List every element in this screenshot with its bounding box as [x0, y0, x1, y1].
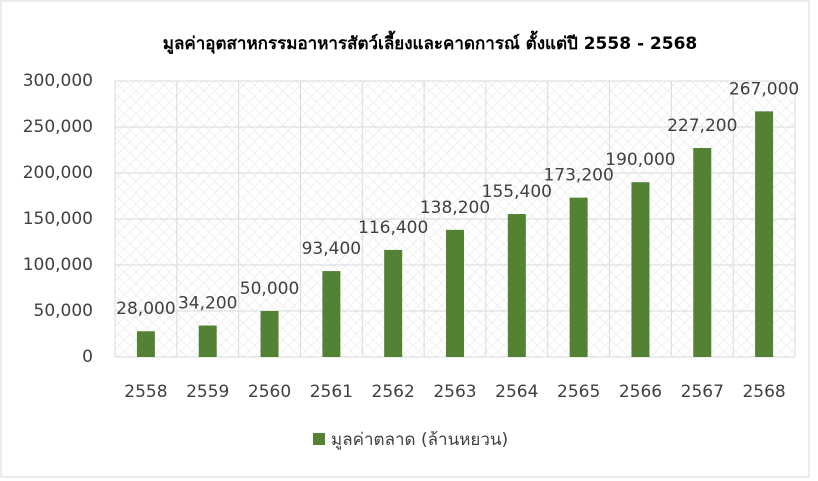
data-label: 93,400 — [302, 239, 361, 259]
data-label: 155,400 — [482, 182, 552, 202]
bar — [446, 229, 464, 357]
y-tick-label: 250,000 — [23, 117, 93, 137]
bar — [755, 111, 774, 357]
x-tick-label: 2561 — [310, 382, 353, 402]
data-label: 138,200 — [420, 198, 490, 218]
bar — [136, 331, 155, 357]
y-tick-label: 50,000 — [34, 301, 93, 321]
legend-swatch — [313, 433, 325, 445]
bar — [198, 325, 217, 357]
data-label: 190,000 — [605, 150, 675, 170]
data-label: 116,400 — [358, 218, 428, 238]
x-tick-label: 2563 — [433, 382, 476, 402]
bar — [322, 271, 341, 357]
y-tick-label: 300,000 — [23, 71, 93, 91]
bar — [384, 249, 403, 357]
data-label: 267,000 — [729, 79, 799, 99]
x-tick-label: 2567 — [681, 382, 724, 402]
x-tick-label: 2562 — [372, 382, 415, 402]
y-tick-label: 150,000 — [23, 209, 93, 229]
x-tick-label: 2568 — [742, 382, 785, 402]
x-tick-label: 2560 — [248, 382, 291, 402]
data-label: 227,200 — [667, 116, 737, 136]
bar — [631, 182, 650, 357]
x-tick-label: 2558 — [124, 382, 167, 402]
x-tick-label: 2564 — [495, 382, 538, 402]
chart-title: มูลค่าอุตสาหกรรมอาหารสัตว์เลี้ยงและคาดกา… — [163, 30, 697, 55]
bar — [693, 147, 712, 357]
bar — [569, 197, 588, 357]
bar — [260, 311, 279, 357]
y-tick-label: 0 — [82, 347, 93, 367]
data-label: 28,000 — [116, 299, 175, 319]
x-tick-label: 2565 — [557, 382, 600, 402]
x-tick-label: 2566 — [619, 382, 662, 402]
legend-label: มูลค่าตลาด (ล้านหยวน) — [331, 430, 508, 450]
y-tick-label: 200,000 — [23, 163, 93, 183]
data-label: 50,000 — [240, 279, 299, 299]
data-label: 34,200 — [178, 294, 237, 314]
bar — [507, 214, 526, 357]
x-tick-label: 2559 — [186, 382, 229, 402]
y-tick-label: 100,000 — [23, 255, 93, 275]
data-label: 173,200 — [543, 166, 613, 186]
